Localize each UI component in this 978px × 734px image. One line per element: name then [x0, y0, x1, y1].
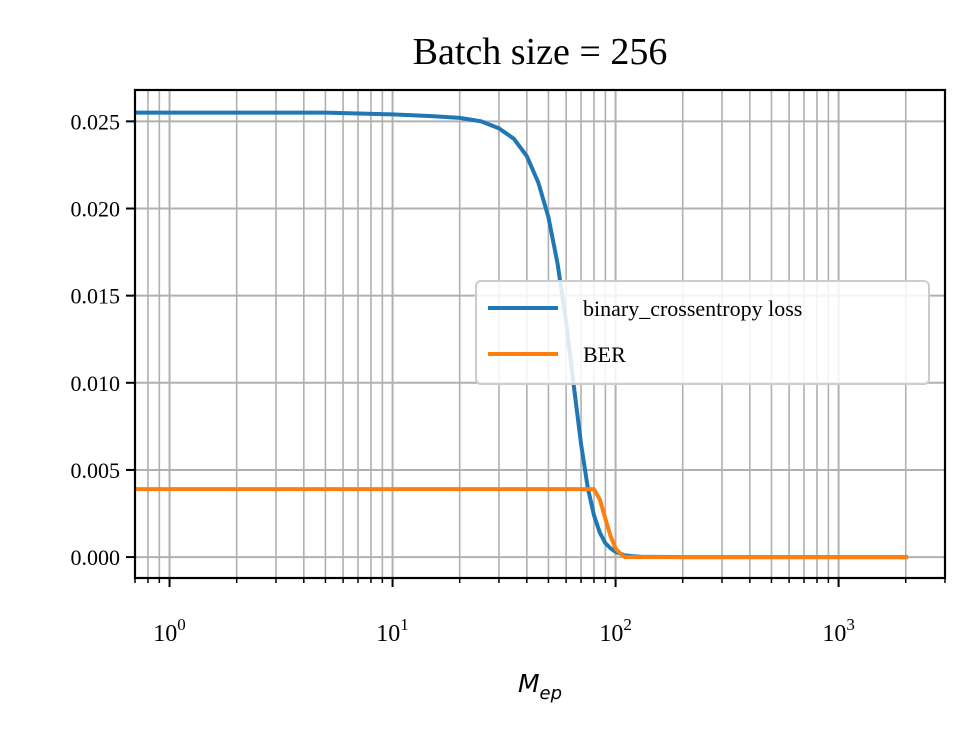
chart-title: Batch size = 256 [413, 31, 668, 73]
x-tick-label-base: 10 [153, 621, 177, 647]
x-axis-label-main: M [518, 669, 540, 698]
y-tick-label: 0.020 [71, 197, 121, 222]
legend: binary_crossentropy loss BER [475, 280, 930, 385]
series-lines [135, 110, 909, 560]
y-tick-label: 0.005 [71, 458, 121, 483]
x-tick-label: 101 [376, 615, 409, 647]
plot-frame [133, 88, 947, 580]
x-axis-label: Mep [518, 669, 562, 704]
x-tick-label: 103 [822, 615, 855, 647]
y-tick-label: 0.000 [71, 545, 121, 570]
x-axis: 100 101 102 103 [134, 578, 946, 647]
legend-box [475, 280, 930, 385]
x-tick-label-exponent: 0 [177, 615, 186, 634]
x-axis-label-subscript: ep [540, 683, 563, 704]
x-tick-label-exponent: 1 [400, 615, 409, 634]
x-tick-label-base: 10 [599, 621, 623, 647]
x-tick-label-base: 10 [822, 621, 846, 647]
y-axis: 0.000 0.005 0.010 0.015 0.020 0.025 [71, 109, 135, 570]
y-tick-label: 0.025 [71, 109, 121, 134]
legend-label-loss: binary_crossentropy loss [583, 296, 802, 321]
y-tick-label: 0.015 [71, 284, 121, 309]
x-tick-label-exponent: 3 [846, 615, 855, 634]
x-tick-label: 100 [153, 615, 186, 647]
legend-label-ber: BER [583, 342, 626, 367]
x-tick-label-base: 10 [376, 621, 400, 647]
x-tick-label-exponent: 2 [623, 615, 632, 634]
y-tick-label: 0.010 [71, 371, 121, 396]
x-tick-label: 102 [599, 615, 632, 647]
ber-series-line [135, 487, 909, 560]
